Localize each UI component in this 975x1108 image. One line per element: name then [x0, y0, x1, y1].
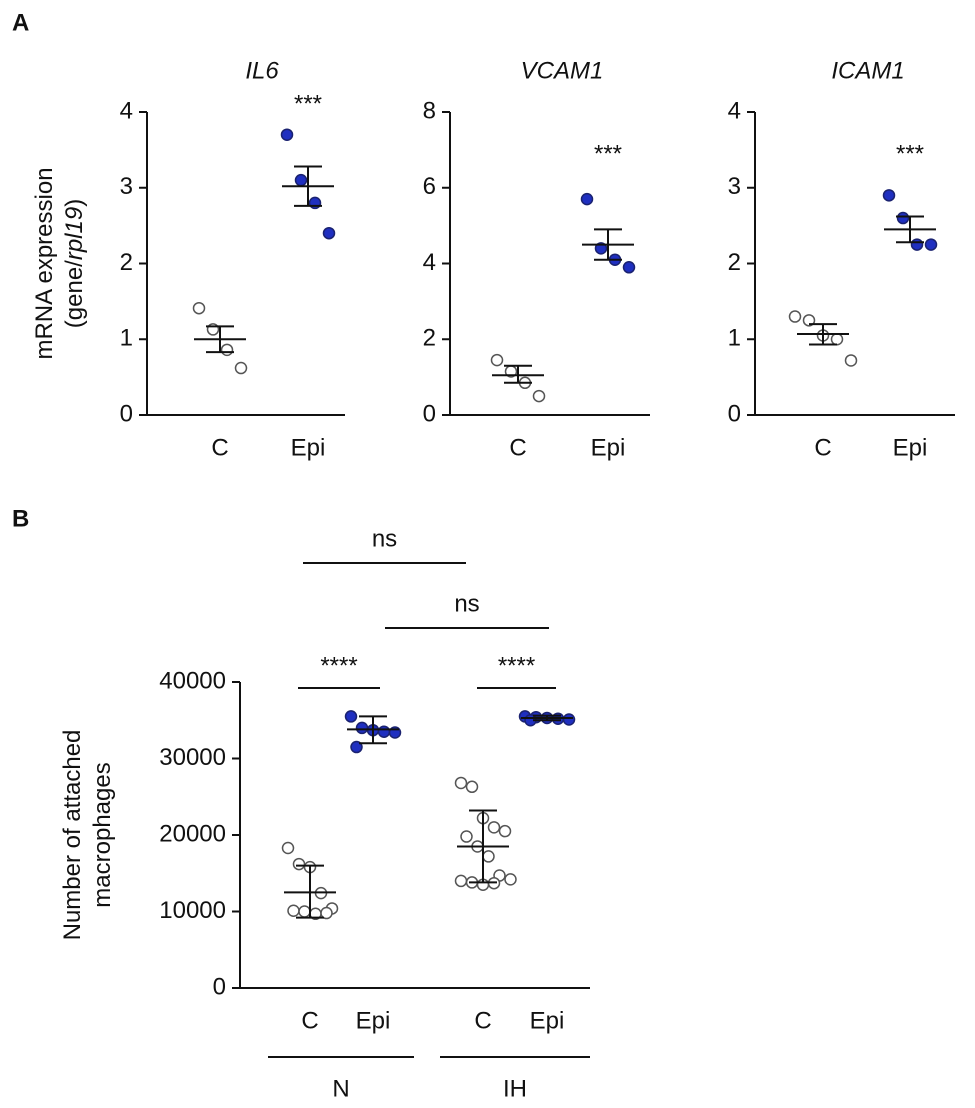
- significance: ****: [498, 652, 535, 679]
- data-point: [788, 310, 802, 323]
- y-axis-label-line: Number of attached: [59, 730, 86, 941]
- data-point: [454, 874, 468, 888]
- data-point: [460, 830, 473, 843]
- y-tick-label: 4: [423, 249, 436, 276]
- data-point: [482, 850, 495, 863]
- y-tick-label: 2: [423, 325, 436, 352]
- y-tick-label: 20000: [159, 820, 226, 847]
- y-tick-label: 3: [728, 173, 741, 200]
- data-point: [830, 333, 844, 346]
- data-point: [465, 780, 479, 794]
- y-tick-label: 0: [120, 400, 133, 427]
- data-point: [844, 354, 858, 367]
- chart-title: IL6: [245, 57, 279, 84]
- y-tick-label: 2: [728, 249, 741, 276]
- data-point: [280, 128, 294, 141]
- data-point: [287, 904, 300, 917]
- data-point: [294, 173, 308, 187]
- y-tick-label: 10000: [159, 897, 226, 924]
- significance: ns: [454, 590, 479, 617]
- data-point: [281, 841, 295, 855]
- y-tick-label: 0: [423, 400, 436, 427]
- data-point: [882, 189, 896, 202]
- data-point: [487, 821, 501, 834]
- x-tick-label: C: [509, 434, 526, 461]
- y-tick-label: 0: [728, 400, 741, 427]
- significance: ns: [372, 525, 397, 552]
- data-point: [594, 242, 608, 255]
- data-point: [562, 713, 576, 726]
- y-axis-label-part: rpl19: [61, 207, 88, 260]
- data-point: [192, 301, 206, 315]
- data-point: [234, 361, 248, 375]
- data-point: [910, 238, 924, 251]
- data-point: [320, 906, 333, 920]
- group-label: IH: [503, 1075, 527, 1102]
- y-tick-label: 40000: [159, 667, 226, 694]
- data-point: [220, 343, 234, 357]
- y-tick-label: 8: [423, 97, 436, 124]
- y-tick-label: 3: [120, 173, 133, 200]
- x-tick-label: Epi: [291, 434, 326, 461]
- data-point: [377, 725, 391, 738]
- y-tick-label: 6: [423, 173, 436, 200]
- data-point: [292, 857, 306, 871]
- data-point: [298, 905, 311, 918]
- y-tick-label: 1: [728, 325, 741, 352]
- y-tick-label: 4: [728, 97, 741, 124]
- x-tick-label: C: [474, 1007, 491, 1034]
- y-tick-label: 4: [120, 97, 133, 124]
- data-point: [454, 776, 468, 790]
- x-tick-label: C: [211, 434, 228, 461]
- x-tick-label: Epi: [591, 434, 626, 461]
- data-point: [802, 314, 816, 327]
- data-point: [322, 226, 336, 240]
- y-axis-label: Number of attached macrophages: [59, 730, 116, 941]
- significance: ***: [594, 140, 622, 167]
- x-tick-label: Epi: [356, 1007, 391, 1034]
- y-axis-label-part: (gene/: [61, 260, 88, 328]
- data-point: [896, 211, 910, 225]
- significance: ****: [320, 652, 357, 679]
- x-tick-label: C: [814, 434, 831, 461]
- panel-label: A: [12, 9, 29, 36]
- panel-label: B: [12, 505, 29, 532]
- x-tick-label: Epi: [893, 434, 928, 461]
- data-point: [580, 192, 594, 206]
- y-tick-label: 30000: [159, 744, 226, 771]
- chart-title: VCAM1: [521, 57, 604, 84]
- y-tick-label: 1: [120, 325, 133, 352]
- y-axis-label-line: macrophages: [89, 762, 116, 907]
- y-axis-label-line: mRNA expression: [31, 167, 58, 359]
- y-axis-label-part: ): [61, 199, 88, 207]
- data-point: [498, 824, 512, 838]
- data-point: [355, 721, 369, 735]
- y-axis-label: mRNA expression (gene/rpl19): [31, 167, 88, 359]
- data-point: [490, 353, 504, 367]
- data-point: [622, 261, 636, 274]
- group-label: N: [332, 1075, 349, 1102]
- y-tick-label: 0: [213, 973, 226, 1000]
- chart-title: ICAM1: [831, 57, 904, 84]
- x-tick-label: C: [301, 1007, 318, 1034]
- data-point: [350, 740, 363, 754]
- data-point: [924, 238, 938, 251]
- x-tick-label: Epi: [530, 1007, 565, 1034]
- data-point: [504, 873, 517, 886]
- data-point: [532, 389, 546, 403]
- significance: ***: [896, 140, 924, 167]
- significance: ***: [294, 90, 322, 117]
- data-point: [344, 710, 358, 723]
- y-tick-label: 2: [120, 249, 133, 276]
